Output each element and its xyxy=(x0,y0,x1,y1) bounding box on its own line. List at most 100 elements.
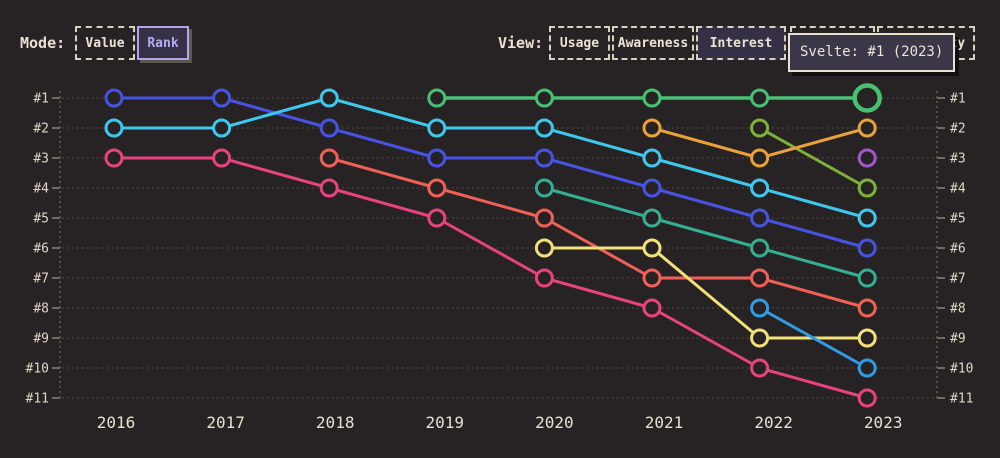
point-teal-2023[interactable] xyxy=(857,268,877,288)
point-indigo-blue-2020[interactable] xyxy=(534,148,554,168)
series-orange xyxy=(642,118,877,168)
point-pink-2023[interactable] xyxy=(857,388,877,408)
y-tick-label-left: #4 xyxy=(33,182,49,197)
x-tick-label-2022: 2022 xyxy=(754,413,793,432)
y-tick-label-left: #11 xyxy=(26,392,49,407)
y-tick-label-left: #3 xyxy=(33,152,49,167)
series-salmon-red xyxy=(319,148,877,318)
point-yellow-2021[interactable] xyxy=(642,238,662,258)
point-indigo-blue-2021[interactable] xyxy=(642,178,662,198)
series-svelte-green xyxy=(427,83,882,113)
view-label: View: xyxy=(498,34,544,52)
y-tick-label-left: #8 xyxy=(33,302,49,317)
point-salmon-red-2023[interactable] xyxy=(857,298,877,318)
y-tick-label-left: #6 xyxy=(33,242,49,257)
x-tick-label-2021: 2021 xyxy=(645,413,684,432)
point-yellow-2022[interactable] xyxy=(750,328,770,348)
tooltip-text: Svelte: #1 (2023) xyxy=(800,44,944,60)
point-light-blue-2022[interactable] xyxy=(750,298,770,318)
line-light-blue xyxy=(758,306,869,370)
series-purple xyxy=(857,148,877,168)
series-olive-green xyxy=(750,118,877,198)
point-orange-2023[interactable] xyxy=(857,118,877,138)
point-teal-2021[interactable] xyxy=(642,208,662,228)
point-teal-2020[interactable] xyxy=(534,178,554,198)
y-tick-label-right: #11 xyxy=(950,392,973,407)
point-indigo-blue-2017[interactable] xyxy=(212,88,232,108)
point-cyan-2017[interactable] xyxy=(212,118,232,138)
line-cyan xyxy=(112,96,869,220)
point-salmon-red-2021[interactable] xyxy=(642,268,662,288)
point-pink-2021[interactable] xyxy=(642,298,662,318)
point-salmon-red-2018[interactable] xyxy=(319,148,339,168)
y-tick-label-right: #6 xyxy=(950,242,966,257)
x-tick-label-2016: 2016 xyxy=(97,413,136,432)
view-option-interest[interactable]: Interest xyxy=(696,26,786,60)
point-svelte-green-2021[interactable] xyxy=(642,88,662,108)
point-teal-2022[interactable] xyxy=(750,238,770,258)
y-tick-label-right: #9 xyxy=(950,332,966,347)
x-tick-label-2018: 2018 xyxy=(316,413,355,432)
y-tick-label-right: #8 xyxy=(950,302,966,317)
x-tick-label-2020: 2020 xyxy=(535,413,574,432)
point-svelte-green-2023[interactable] xyxy=(852,83,882,113)
point-olive-green-2023[interactable] xyxy=(857,178,877,198)
point-svelte-green-2022[interactable] xyxy=(750,88,770,108)
point-salmon-red-2019[interactable] xyxy=(427,178,447,198)
point-indigo-blue-2019[interactable] xyxy=(427,148,447,168)
line-olive-green xyxy=(758,126,869,190)
point-yellow-2023[interactable] xyxy=(857,328,877,348)
point-pink-2016[interactable] xyxy=(104,148,124,168)
point-orange-2022[interactable] xyxy=(750,148,770,168)
line-indigo-blue xyxy=(112,96,869,250)
point-yellow-2020[interactable] xyxy=(534,238,554,258)
point-indigo-blue-2016[interactable] xyxy=(104,88,124,108)
point-cyan-2021[interactable] xyxy=(642,148,662,168)
view-option-usage[interactable]: Usage xyxy=(549,26,610,60)
x-tick-label-2019: 2019 xyxy=(426,413,465,432)
point-purple-2023[interactable] xyxy=(857,148,877,168)
point-light-blue-2023[interactable] xyxy=(857,358,877,378)
y-tick-label-left: #7 xyxy=(33,272,49,287)
point-pink-2018[interactable] xyxy=(319,178,339,198)
point-pink-2020[interactable] xyxy=(534,268,554,288)
tooltip-svelte-rank: Svelte: #1 (2023) xyxy=(788,33,956,72)
series-yellow xyxy=(534,238,877,348)
y-tick-label-left: #10 xyxy=(26,362,49,377)
y-tick-label-right: #1 xyxy=(950,92,966,107)
y-tick-label-right: #10 xyxy=(950,362,973,377)
y-tick-label-right: #2 xyxy=(950,122,966,137)
point-indigo-blue-2022[interactable] xyxy=(750,208,770,228)
controls-bar: Mode: Value Rank View: Usage Awareness I… xyxy=(0,0,1000,80)
point-salmon-red-2020[interactable] xyxy=(534,208,554,228)
view-option-awareness[interactable]: Awareness xyxy=(612,26,694,60)
line-teal xyxy=(542,186,869,280)
mode-option-rank[interactable]: Rank xyxy=(137,26,189,60)
point-pink-2017[interactable] xyxy=(212,148,232,168)
point-pink-2019[interactable] xyxy=(427,208,447,228)
series-light-blue xyxy=(750,298,877,378)
x-axis-labels: 2016 2017 2018 2019 2020 2021 2022 2023 xyxy=(97,413,903,432)
point-svelte-green-2019[interactable] xyxy=(427,88,447,108)
point-indigo-blue-2023[interactable] xyxy=(857,238,877,258)
y-tick-label-left: #1 xyxy=(33,92,49,107)
point-olive-green-2022[interactable] xyxy=(750,118,770,138)
point-indigo-blue-2018[interactable] xyxy=(319,118,339,138)
point-cyan-2022[interactable] xyxy=(750,178,770,198)
point-orange-2021[interactable] xyxy=(642,118,662,138)
point-cyan-2023[interactable] xyxy=(857,208,877,228)
point-cyan-2020[interactable] xyxy=(534,118,554,138)
series-pink xyxy=(104,148,877,408)
point-pink-2022[interactable] xyxy=(750,358,770,378)
point-salmon-red-2022[interactable] xyxy=(750,268,770,288)
y-tick-label-right: #5 xyxy=(950,212,966,227)
y-tick-label-right: #3 xyxy=(950,152,966,167)
point-svelte-green-2020[interactable] xyxy=(534,88,554,108)
point-cyan-2018[interactable] xyxy=(319,88,339,108)
mode-option-value[interactable]: Value xyxy=(75,26,135,60)
point-cyan-2019[interactable] xyxy=(427,118,447,138)
mode-label: Mode: xyxy=(20,34,66,52)
point-cyan-2016[interactable] xyxy=(104,118,124,138)
series-teal xyxy=(534,178,877,288)
